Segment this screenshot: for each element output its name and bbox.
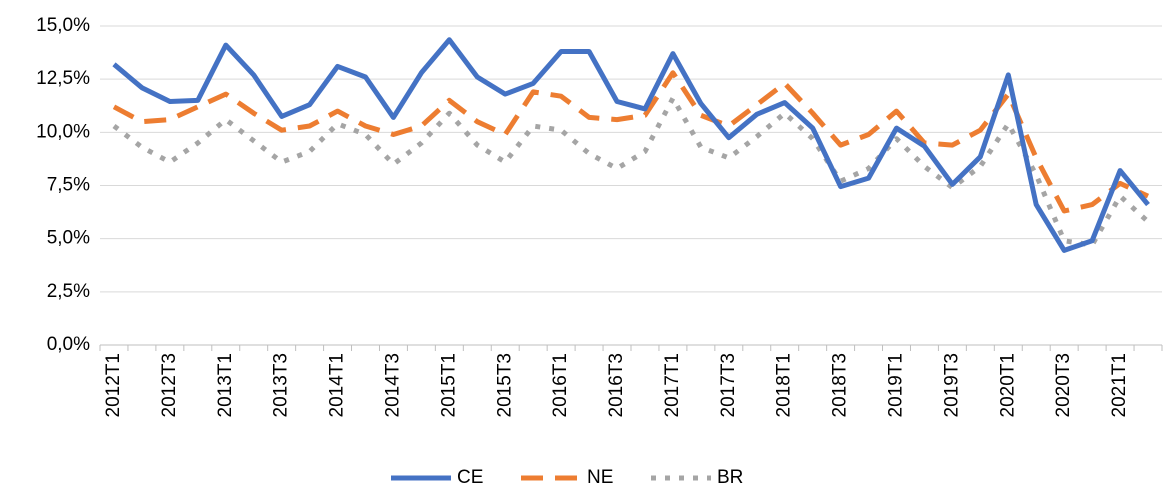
x-tick-label: 2012T1 (103, 353, 124, 417)
legend-label: BR (717, 467, 743, 488)
y-tick-label: 15,0% (36, 15, 90, 36)
x-tick-label: 2020T3 (1053, 353, 1074, 417)
x-tick-label: 2012T3 (159, 353, 180, 417)
y-tick-label: 12,5% (36, 68, 90, 89)
y-tick-label: 2,5% (47, 281, 90, 302)
x-tick-label: 2015T1 (438, 353, 459, 417)
series-line (112, 70, 1150, 214)
x-tick-label: 2013T1 (215, 353, 236, 417)
legend-label: CE (457, 467, 483, 488)
x-tick-label: 2018T1 (774, 353, 795, 417)
x-tick-label: 2020T1 (997, 353, 1018, 417)
y-tick-label: 5,0% (47, 228, 90, 249)
x-tick-label: 2014T1 (327, 353, 348, 417)
x-tick-label: 2019T1 (886, 353, 907, 417)
x-tick-label: 2017T1 (662, 353, 683, 417)
x-tick-label: 2017T3 (718, 353, 739, 417)
y-tick-label: 7,5% (47, 175, 90, 196)
x-tick-label: 2018T3 (830, 353, 851, 417)
x-tick-label: 2016T1 (550, 353, 571, 417)
series-line (112, 95, 1150, 248)
legend-label: NE (587, 467, 613, 488)
x-tick-label: 2021T1 (1109, 353, 1130, 417)
y-tick-label: 10,0% (36, 121, 90, 142)
y-tick-label: 0,0% (47, 334, 90, 355)
x-tick-label: 2014T3 (382, 353, 403, 417)
x-tick-label: 2016T3 (606, 353, 627, 417)
x-tick-label: 2019T3 (941, 353, 962, 417)
x-tick-label: 2015T3 (494, 353, 515, 417)
series-line (112, 37, 1150, 253)
x-tick-label: 2013T3 (271, 353, 292, 417)
